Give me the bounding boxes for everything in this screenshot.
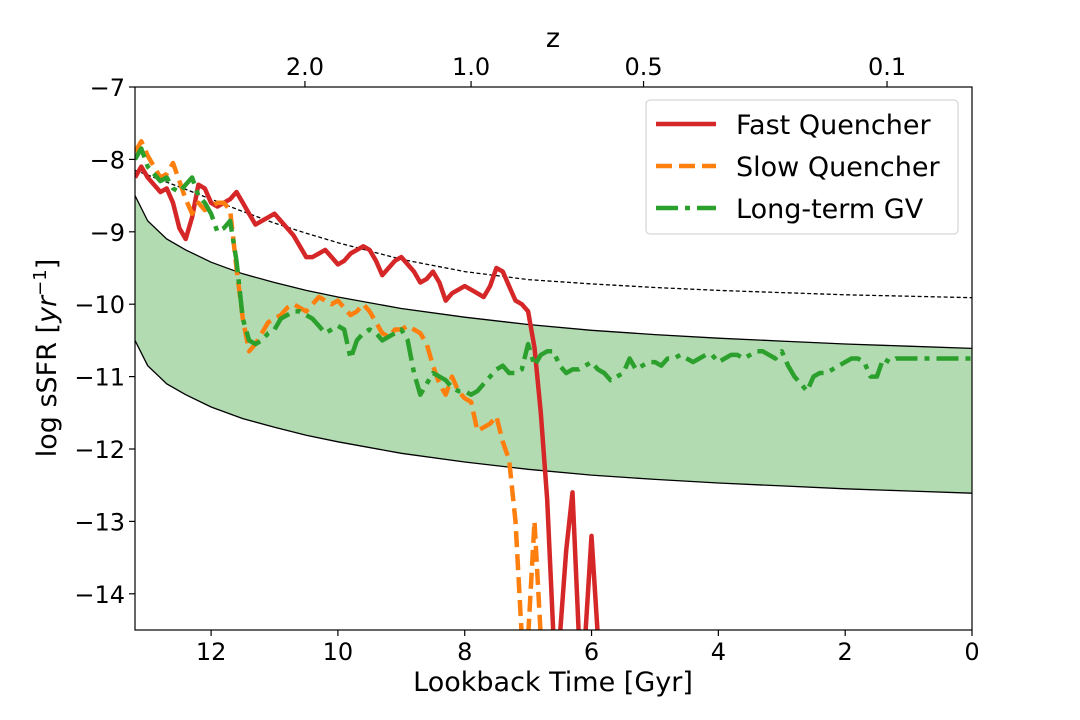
x-tick-label: 4 [711,638,726,666]
x-tick-label: 12 [196,638,227,666]
y-tick-label: −13 [74,508,125,536]
x-tick-label: 8 [457,638,472,666]
plot-frame [134,86,973,631]
x-tick-label: 2 [838,638,853,666]
y-tick-label: −8 [90,146,125,174]
top-z-axis: 2.0 1.0 0.5 0.1 [286,53,906,87]
y-tick-label: −7 [90,74,125,102]
green-valley-band [135,195,972,494]
y-axis: −14 −13 −12 −11 −10 −9 −8 −7 [74,74,135,609]
y-tick-label: −11 [74,364,125,392]
y-axis-label-close: ] [32,259,63,270]
y-axis-label-main: log sSFR [ [32,323,63,457]
plot-area [135,139,972,630]
legend: Fast Quencher Slow Quencher Long-term GV [645,99,959,235]
x-tick-label: 0 [964,638,979,666]
main-sequence-line [135,169,972,299]
x-tick-label: 6 [584,638,599,666]
green-valley-lower-edge [135,340,972,494]
x-tick-label: 10 [323,638,354,666]
y-tick-label: −10 [74,291,125,319]
top-tick-label: 2.0 [286,53,324,81]
legend-label-long-term-gv: Long-term GV [736,194,924,225]
x-axis: 12 10 8 6 4 2 0 [196,630,980,666]
y-tick-label: −14 [74,581,125,609]
series-fast-quencher [135,164,600,630]
series-long-term-gv [135,146,972,397]
x-axis-label: Lookback Time [Gyr] [413,667,693,698]
legend-label-slow-quencher: Slow Quencher [736,152,940,183]
y-axis-label: log sSFR [yr−1] [30,259,63,458]
top-tick-label: 1.0 [452,53,490,81]
green-valley-upper-edge [135,195,972,350]
y-tick-label: −12 [74,436,125,464]
legend-label-fast-quencher: Fast Quencher [736,110,931,141]
series-layer [135,139,972,630]
y-axis-label-exponent: −1 [30,269,51,296]
top-tick-label: 0.5 [624,53,662,81]
top-tick-label: 0.1 [868,53,906,81]
legend-box [645,99,959,235]
top-axis-label: z [546,23,560,54]
y-tick-label: −9 [90,219,125,247]
y-axis-label-unit: yr [32,294,63,324]
